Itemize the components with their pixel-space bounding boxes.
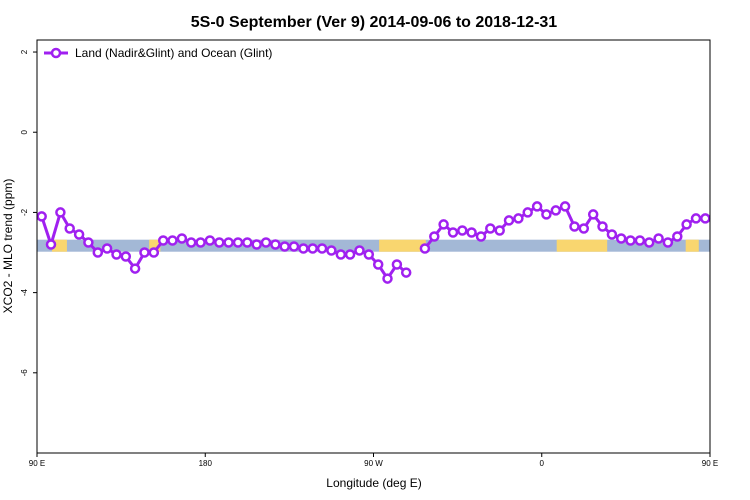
data-point	[550, 205, 562, 216]
data-point	[139, 247, 150, 258]
data-point	[129, 263, 141, 274]
data-point	[429, 231, 440, 242]
data-point	[111, 249, 122, 260]
data-point	[559, 201, 571, 212]
data-point	[214, 237, 225, 248]
data-point	[382, 273, 393, 284]
data-point	[242, 237, 253, 248]
data-point	[643, 237, 655, 248]
legend-point-marker	[50, 47, 62, 59]
y-tick-label: -2	[20, 208, 29, 216]
x-tick-label: 180	[199, 459, 213, 468]
data-point	[447, 227, 459, 238]
data-point	[597, 221, 608, 232]
data-point	[587, 209, 599, 220]
data-point	[223, 237, 234, 248]
data-point	[625, 235, 636, 246]
y-tick-label: 2	[20, 49, 29, 54]
y-tick-label: -6	[20, 369, 29, 377]
data-point	[578, 223, 590, 234]
data-point	[372, 259, 384, 270]
data-point	[681, 219, 692, 230]
data-point	[64, 223, 75, 234]
land-segment	[556, 239, 608, 252]
data-point	[204, 235, 216, 246]
data-point	[92, 247, 104, 258]
land-segment	[685, 239, 699, 252]
land-segment	[379, 239, 426, 252]
data-point	[634, 235, 646, 246]
data-point	[569, 221, 580, 232]
data-point	[176, 233, 188, 244]
data-point	[522, 207, 533, 218]
data-point	[157, 235, 169, 246]
data-point	[503, 215, 515, 226]
y-axis: 2 0 -2 -4 -6	[20, 49, 37, 376]
x-axis: 90 E 180 90 W 0 90 E	[29, 453, 718, 468]
data-point	[344, 249, 356, 260]
ocean-band	[37, 239, 710, 252]
data-point	[662, 237, 674, 248]
data-point	[148, 247, 160, 258]
x-tick-label: 0	[540, 459, 545, 468]
data-point	[55, 207, 66, 218]
data-point	[615, 233, 627, 244]
data-point	[45, 239, 57, 250]
data-point	[494, 225, 505, 236]
data-point	[391, 259, 403, 270]
data-point	[606, 229, 618, 240]
data-point	[653, 233, 664, 244]
data-point	[195, 237, 206, 248]
data-point	[672, 231, 683, 242]
chart-title: 5S-0 September (Ver 9) 2014-09-06 to 201…	[191, 14, 558, 31]
y-axis-label: XCO2 - MLO trend (ppm)	[1, 179, 15, 314]
land-ocean-strip	[37, 239, 710, 252]
data-point	[363, 249, 375, 260]
data-point	[270, 239, 281, 250]
data-point	[120, 251, 132, 262]
data-point	[251, 239, 262, 250]
data-point	[167, 235, 178, 246]
data-point	[232, 237, 244, 248]
data-point	[260, 237, 272, 248]
data-point	[73, 229, 85, 240]
data-point	[316, 243, 328, 254]
legend: Land (Nadir&Glint) and Ocean (Glint)	[44, 46, 272, 60]
x-tick-label: 90 W	[364, 459, 383, 468]
data-point	[307, 243, 318, 254]
data-point	[326, 245, 337, 256]
series-layer	[36, 201, 711, 284]
data-point	[400, 267, 412, 278]
data-point	[419, 243, 431, 254]
data-point	[279, 241, 290, 252]
y-tick-label: -4	[20, 289, 29, 297]
data-point	[690, 213, 702, 224]
data-point	[298, 243, 309, 254]
data-point	[541, 209, 552, 220]
x-axis-label: Longitude (deg E)	[326, 476, 421, 490]
data-point	[288, 241, 300, 252]
legend-entry-label: Land (Nadir&Glint) and Ocean (Glint)	[75, 46, 272, 60]
data-point	[83, 237, 94, 248]
data-point	[466, 227, 477, 238]
x-tick-label: 90 E	[29, 459, 45, 468]
data-point	[335, 249, 347, 260]
data-point	[531, 201, 543, 212]
data-point	[457, 225, 468, 236]
x-tick-label: 90 E	[702, 459, 718, 468]
data-point	[101, 243, 113, 254]
data-point	[185, 237, 197, 248]
data-point	[513, 213, 524, 224]
data-point	[475, 231, 487, 242]
data-point	[438, 219, 449, 230]
data-point	[354, 245, 365, 256]
data-point	[700, 213, 711, 224]
data-point	[36, 211, 47, 222]
land-segment	[149, 239, 161, 252]
y-tick-label: 0	[20, 129, 29, 134]
data-point	[485, 223, 496, 234]
